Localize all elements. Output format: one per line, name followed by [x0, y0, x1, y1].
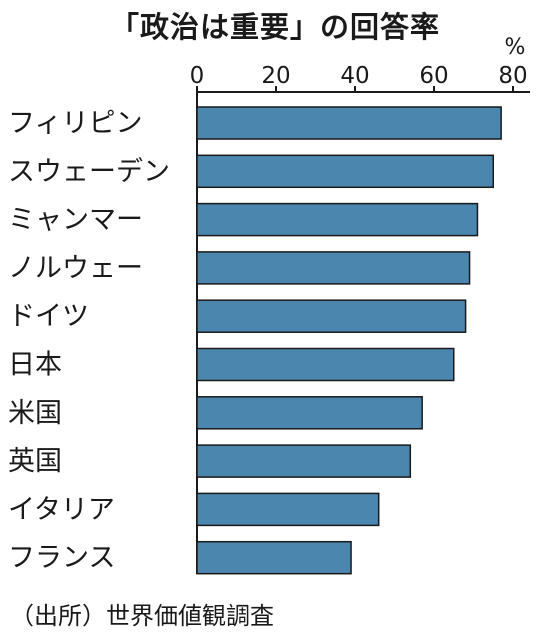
category-label: スウェーデン — [8, 156, 170, 187]
bar — [196, 396, 423, 430]
category-label: フィリピン — [8, 108, 142, 139]
category-label: ノルウェー — [8, 253, 143, 284]
bar — [196, 540, 352, 575]
x-tick-label: 80 — [498, 63, 527, 89]
chart-title: 「政治は重要」の回答率 — [109, 10, 440, 44]
x-tick-label: 40 — [340, 63, 369, 89]
bar — [196, 299, 467, 333]
x-tick-label: 60 — [419, 63, 448, 89]
bar — [196, 154, 494, 189]
bar — [196, 106, 502, 140]
x-tick-label: 0 — [190, 63, 205, 89]
category-label: フランス — [8, 543, 115, 574]
bar — [196, 251, 471, 285]
category-label: ミャンマー — [8, 205, 143, 236]
x-unit-label: % — [505, 35, 526, 60]
chart-source: （出所）世界価値観調査 — [10, 602, 274, 630]
bar — [196, 202, 479, 237]
bar — [196, 347, 455, 382]
category-label: 米国 — [8, 398, 62, 429]
category-label: 日本 — [8, 350, 62, 381]
category-label: イタリア — [8, 494, 115, 525]
x-tick-label: 20 — [261, 63, 290, 89]
bar — [196, 492, 380, 527]
category-label: ドイツ — [8, 301, 89, 332]
category-label: 英国 — [8, 446, 62, 477]
bar — [196, 444, 412, 478]
